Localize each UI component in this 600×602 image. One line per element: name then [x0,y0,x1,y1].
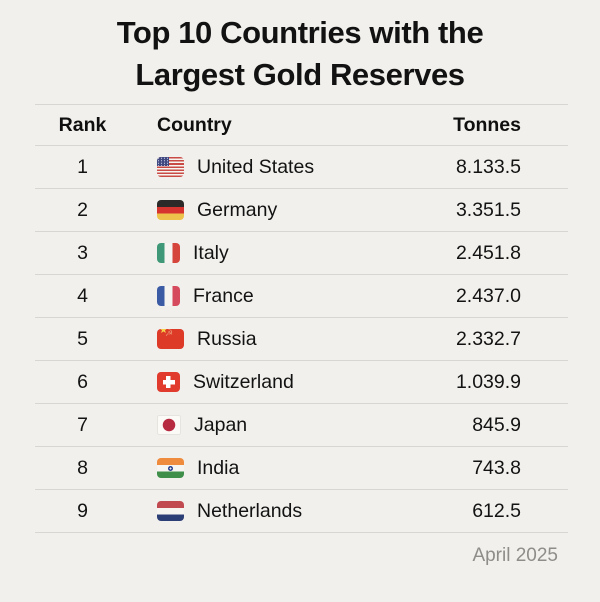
country-name: India [197,456,240,479]
title-line-2: Largest Gold Reserves [135,57,465,92]
title-line-1: Top 10 Countries with the [116,15,484,50]
tonnes-cell: 2.437.0 [455,284,521,307]
tonnes-cell: 8.133.5 [455,155,521,178]
russia-flag-icon [157,329,184,349]
tonnes-cell: 612.5 [472,499,521,522]
tonnes-cell: 845.9 [472,413,521,436]
table-row: 4 France 2.437.0 [35,275,568,318]
rank-cell: 3 [77,241,88,264]
table-row: 8 India 743.8 [35,447,568,490]
tonnes-cell: 2.451.8 [455,241,521,264]
rank-cell: 6 [77,370,88,393]
table-header-row: Rank Country Tonnes [35,105,568,146]
france-flag-icon [157,286,180,306]
rank-cell: 4 [77,284,88,307]
rank-cell: 8 [77,456,88,479]
tonnes-cell: 2.332.7 [455,327,521,350]
country-name: Italy [193,241,229,264]
japan-flag-icon [157,415,181,435]
country-name: Netherlands [197,499,303,522]
tonnes-cell: 1.039.9 [455,370,521,393]
country-name: France [193,284,254,307]
table-row: 3 Italy 2.451.8 [35,232,568,275]
india-flag-icon [157,458,184,478]
country-name: Switzerland [193,370,294,393]
table-row: 2 Germany 3.351.5 [35,189,568,232]
united-states-flag-icon [157,157,184,177]
header-country: Country [157,113,232,136]
country-cell: Switzerland [130,371,378,394]
tonnes-cell: 3.351.5 [455,198,521,221]
rank-cell: 2 [77,198,88,221]
gold-reserves-table: Rank Country Tonnes 1 United States 8.13… [35,104,568,533]
country-name: Russia [197,327,257,350]
header-rank: Rank [58,113,107,136]
rank-cell: 5 [77,327,88,350]
table-row: 5 Russia 2.332.7 [35,318,568,361]
country-cell: France [130,285,378,308]
rank-cell: 1 [77,155,88,178]
table-row: 7 Japan 845.9 [35,404,568,447]
country-cell: India [130,457,378,480]
country-cell: Russia [130,328,378,351]
country-cell: Italy [130,242,378,265]
country-cell: Japan [130,414,378,437]
header-tonnes: Tonnes [453,113,521,136]
tonnes-cell: 743.8 [472,456,521,479]
country-cell: United States [130,156,378,179]
country-cell: Netherlands [130,500,378,523]
rank-cell: 7 [77,413,88,436]
germany-flag-icon [157,200,184,220]
country-name: Germany [197,198,278,221]
rank-cell: 9 [77,499,88,522]
table-row: 1 United States 8.133.5 [35,146,568,189]
country-name: Japan [194,413,248,436]
chart-title: Top 10 Countries with the Largest Gold R… [0,0,600,96]
table-row: 9 Netherlands 612.5 [35,490,568,533]
country-name: United States [197,155,315,178]
date-caption: April 2025 [472,545,558,566]
netherlands-flag-icon [157,501,184,521]
italy-flag-icon [157,243,180,263]
table-row: 6 Switzerland 1.039.9 [35,361,568,404]
country-cell: Germany [130,199,378,222]
switzerland-flag-icon [157,372,180,392]
